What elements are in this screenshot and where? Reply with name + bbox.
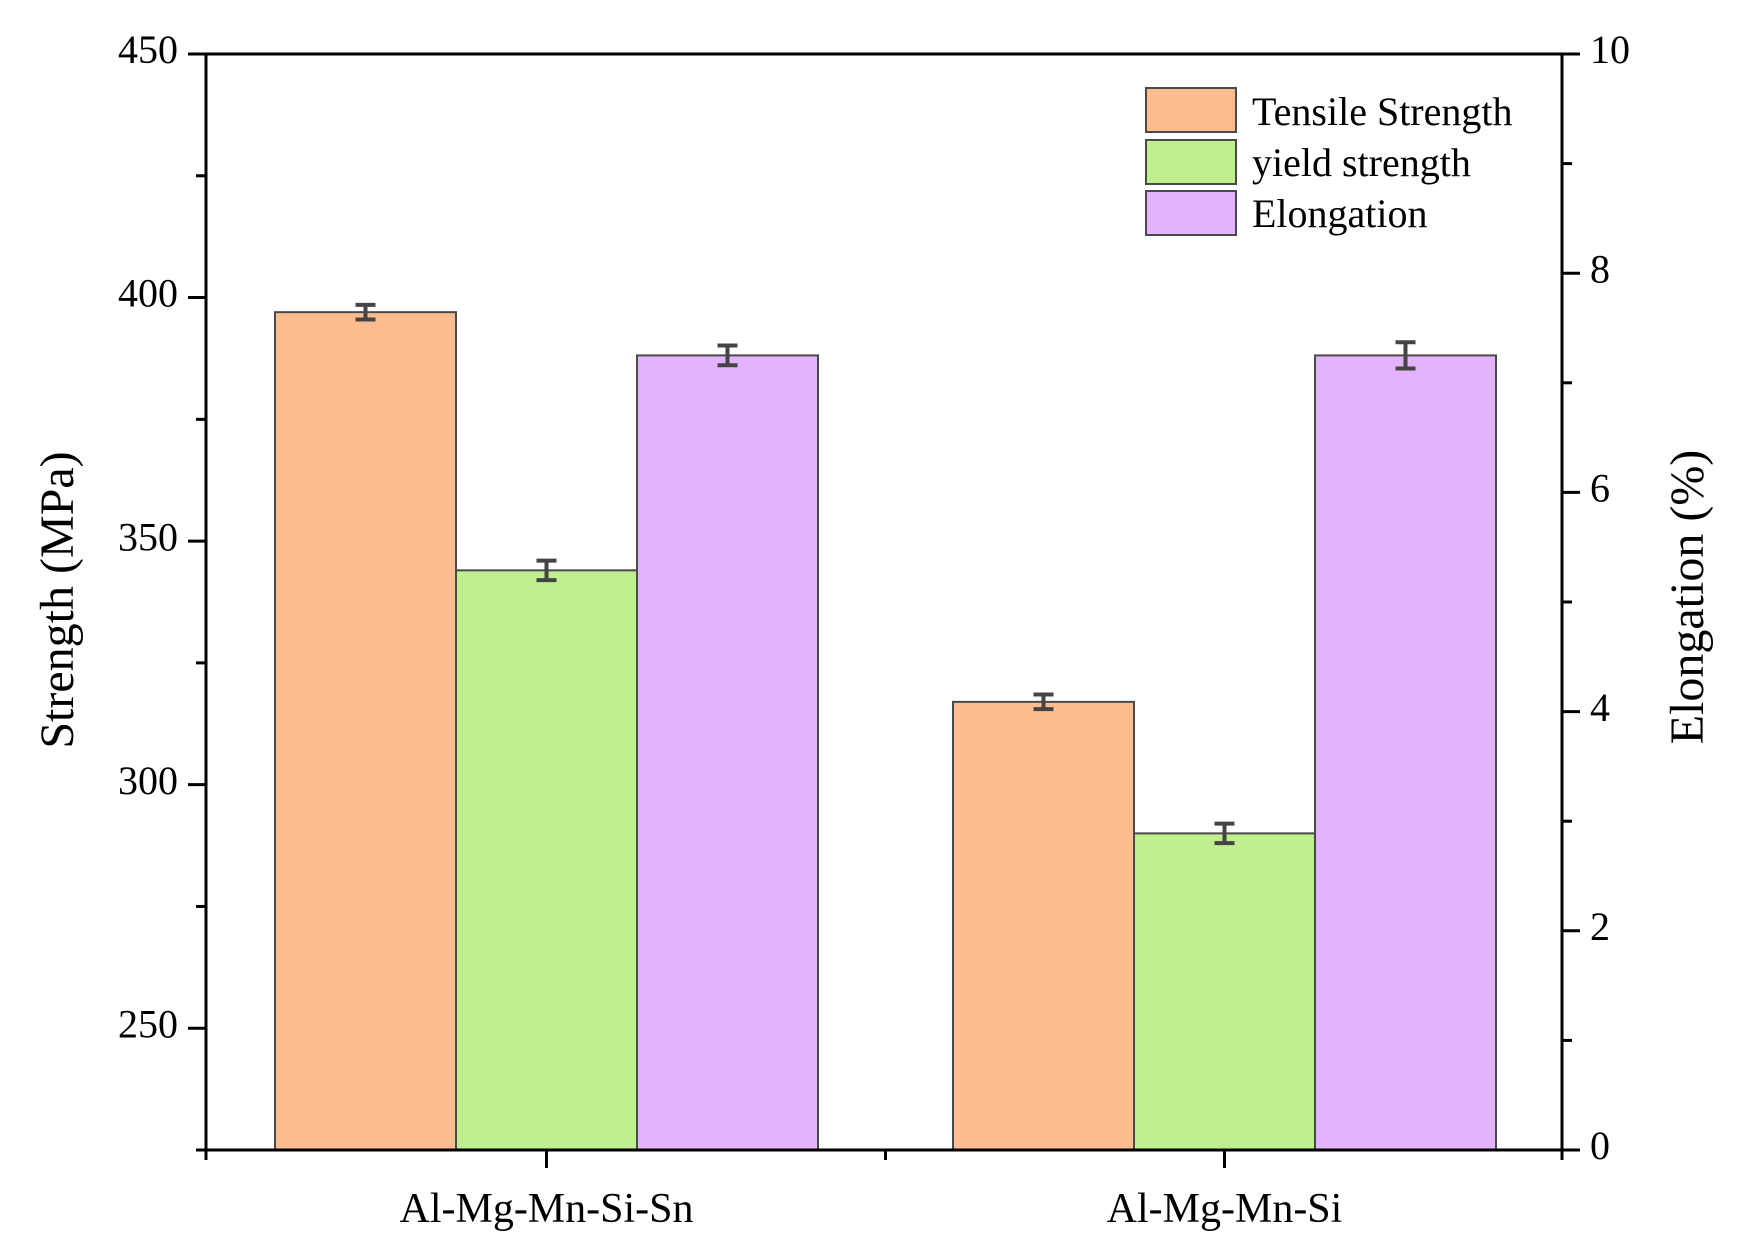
bar-yield-strength-al-mg-mn-si-sn [455, 569, 638, 1151]
x-tick-label-al-mg-mn-si: Al-Mg-Mn-Si [1107, 1186, 1343, 1232]
error-bar-elongation-al-mg-mn-si [1395, 340, 1416, 371]
error-bar-yield-strength-al-mg-mn-si [1214, 821, 1235, 846]
error-bars-layer [355, 302, 1416, 846]
legend-swatch-elongation [1145, 190, 1237, 236]
legend-label-tensile-strength: Tensile Strength [1252, 89, 1513, 134]
bar-tensile-strength-al-mg-mn-si [952, 700, 1135, 1151]
bars-layer [274, 311, 1497, 1152]
bar-tensile-strength-al-mg-mn-si-sn [274, 311, 457, 1151]
y-left-tick-label-300: 300 [118, 758, 178, 803]
y-right-tick-label-2: 2 [1590, 904, 1610, 949]
legend-swatch-tensile-strength [1145, 87, 1237, 133]
y-left-tick-label-250: 250 [118, 1001, 178, 1046]
y-right-tick-label-4: 4 [1590, 685, 1610, 730]
bar-elongation-al-mg-mn-si [1314, 354, 1497, 1151]
y-right-tick-label-8: 8 [1590, 246, 1610, 291]
y-axis-left-title: Strength (MPa) [31, 451, 84, 748]
y-right-tick-label-0: 0 [1590, 1123, 1610, 1168]
error-bar-tensile-strength-al-mg-mn-si-sn [355, 302, 376, 322]
y-right-tick-label-10: 10 [1590, 27, 1630, 72]
error-bar-tensile-strength-al-mg-mn-si [1033, 692, 1054, 712]
legend-label-elongation: Elongation [1252, 191, 1428, 236]
bar-yield-strength-al-mg-mn-si [1133, 832, 1316, 1152]
y-left-tick-label-450: 450 [118, 27, 178, 72]
error-bar-elongation-al-mg-mn-si-sn [717, 343, 738, 368]
y-left-tick-label-350: 350 [118, 514, 178, 559]
ticks-layer: 250 300 350 400 450 0 2 4 6 8 10 Al-Mg-Mn-Si-Sn Al-M… [118, 27, 1630, 1232]
y-axis-right-title: Elongation (%) [1661, 450, 1714, 745]
y-right-tick-label-6: 6 [1590, 466, 1610, 511]
legend-swatch-yield-strength [1145, 139, 1237, 185]
legend: Tensile Strength yield strength Elongati… [1145, 87, 1513, 236]
x-tick-label-al-mg-mn-si-sn: Al-Mg-Mn-Si-Sn [399, 1186, 693, 1232]
y-left-tick-label-400: 400 [118, 271, 178, 316]
legend-label-yield-strength: yield strength [1252, 140, 1471, 185]
bar-elongation-al-mg-mn-si-sn [636, 354, 819, 1151]
error-bar-yield-strength-al-mg-mn-si-sn [536, 558, 557, 583]
